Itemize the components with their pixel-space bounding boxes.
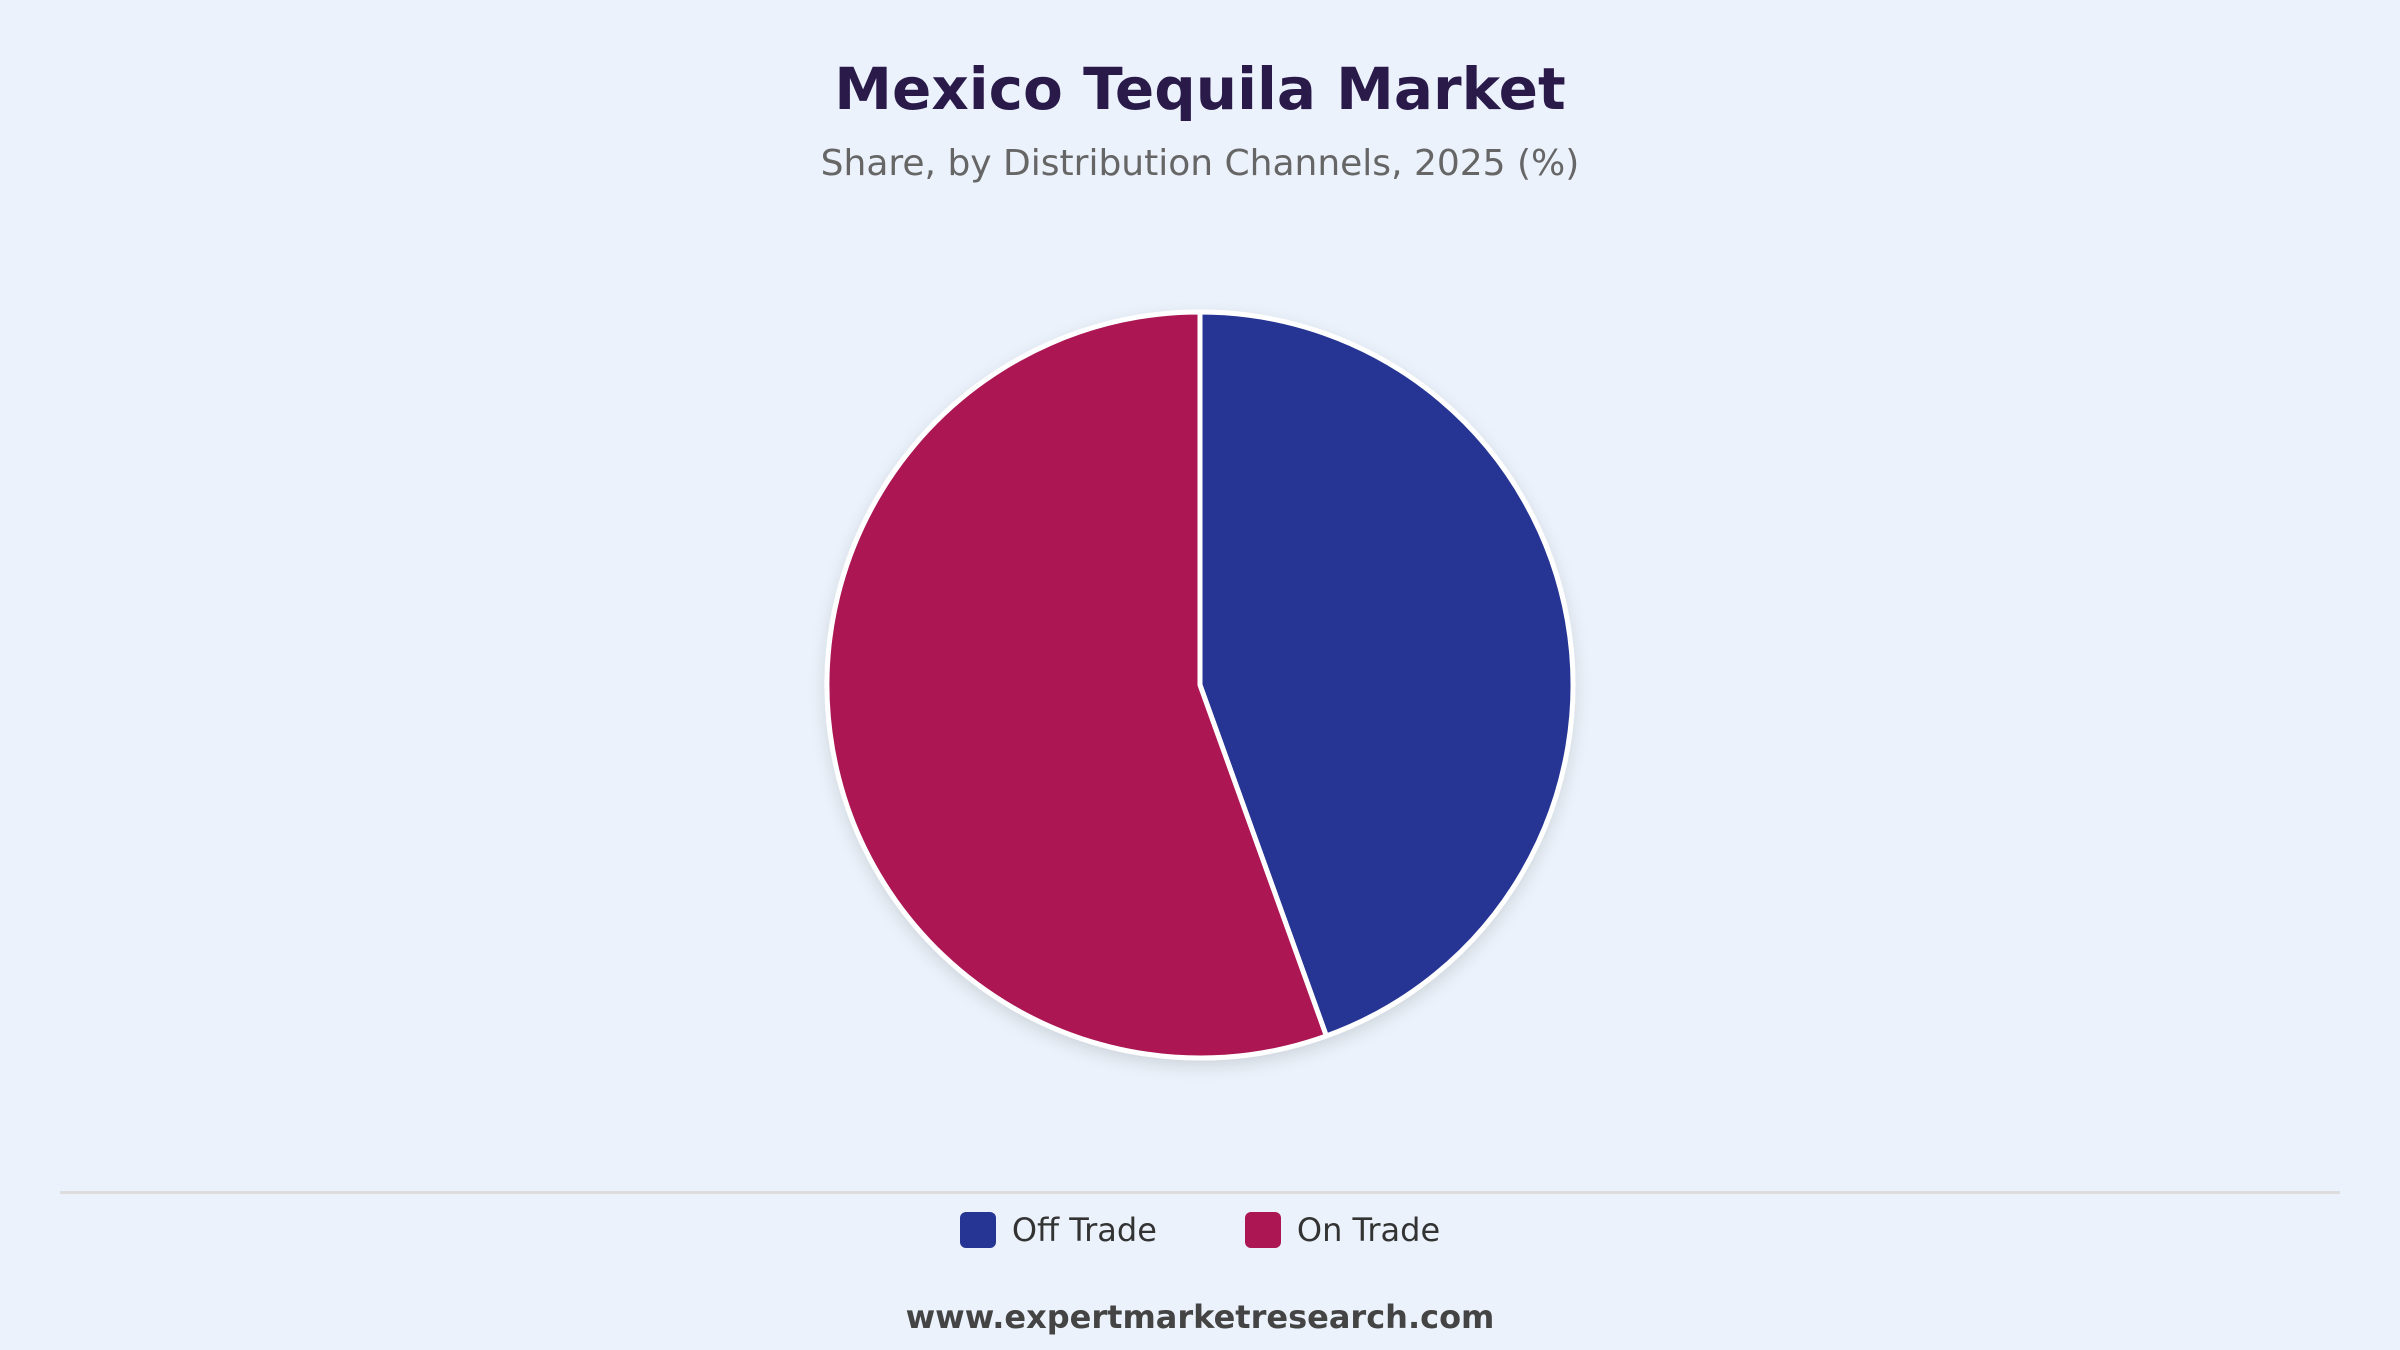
chart-title: Mexico Tequila Market [834, 55, 1566, 123]
legend-swatch-on-trade [1244, 1212, 1281, 1248]
legend-item-on-trade: On Trade [1244, 1211, 1441, 1249]
chart-subtitle: Share, by Distribution Channels, 2025 (%… [820, 143, 1580, 184]
legend-label-on-trade: On Trade [1296, 1211, 1441, 1249]
source-footer: www.expertmarketresearch.com [905, 1298, 1495, 1336]
pie-slice-on-trade [824, 309, 1329, 1061]
pie-slice-off-trade [1197, 309, 1576, 1039]
chart-legend: Off Trade On Trade [0, 1206, 2400, 1254]
legend-label-off-trade: Off Trade [1011, 1211, 1157, 1249]
legend-swatch-off-trade [959, 1212, 996, 1248]
legend-divider [60, 1191, 2340, 1194]
legend-item-off-trade: Off Trade [959, 1211, 1157, 1249]
